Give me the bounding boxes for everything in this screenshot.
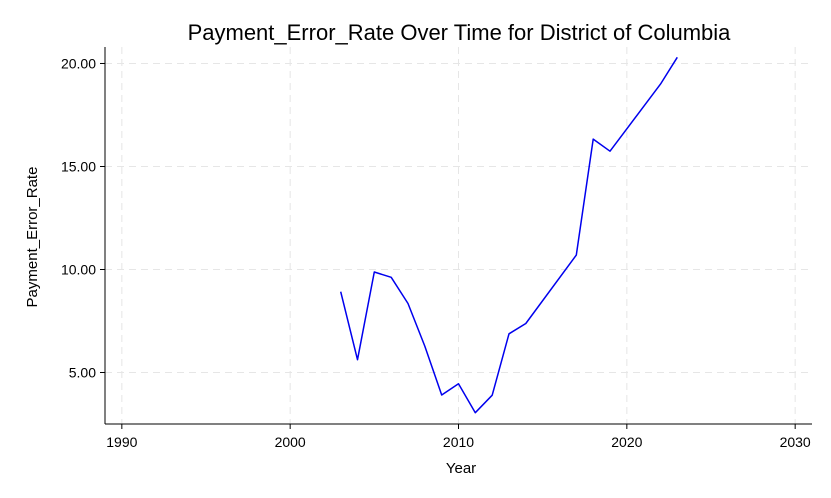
x-tick-label: 2010 bbox=[443, 434, 474, 450]
y-tick-label: 20.00 bbox=[61, 55, 96, 71]
x-tick-label: 1990 bbox=[106, 434, 137, 450]
x-tick-label: 2000 bbox=[275, 434, 306, 450]
y-tick-label: 10.00 bbox=[61, 261, 96, 277]
axis-ticks: 1990 2000 2010 2020 2030 5.00 10.00 15.00 20.00 bbox=[61, 55, 811, 450]
y-tick-label: 15.00 bbox=[61, 158, 96, 174]
x-tick-label: 2030 bbox=[780, 434, 811, 450]
y-axis-label: Payment_Error_Rate bbox=[24, 167, 41, 308]
x-axis-label: Year bbox=[446, 460, 476, 477]
x-tick-label: 2020 bbox=[611, 434, 642, 450]
series-line bbox=[339, 56, 678, 414]
series-layer bbox=[339, 56, 678, 414]
chart-title: Payment_Error_Rate Over Time for Distric… bbox=[188, 20, 732, 45]
grid-lines bbox=[105, 47, 812, 424]
y-tick-label: 5.00 bbox=[69, 364, 96, 380]
